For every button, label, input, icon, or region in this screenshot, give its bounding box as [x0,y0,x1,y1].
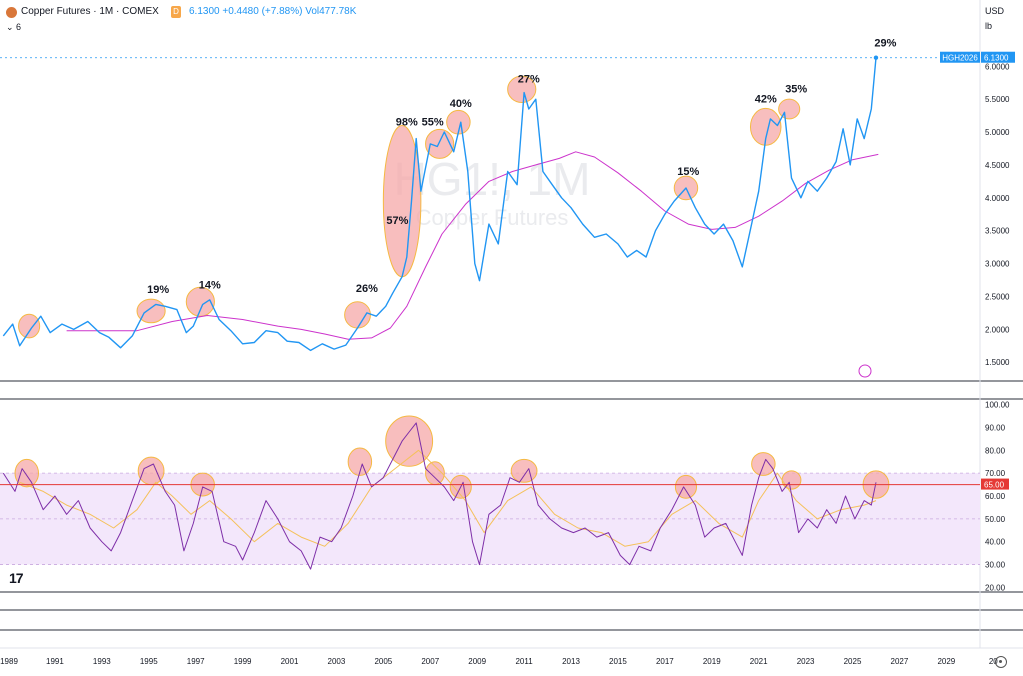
highlight-ellipse [344,301,371,329]
time-axis-label: 1997 [187,657,205,666]
time-axis-label: 2019 [703,657,721,666]
percent-annotation: 26% [356,283,378,295]
last-price-dot [873,55,879,60]
rsi-tick-label: 70.00 [985,469,1006,478]
time-axis-label: 2015 [609,657,627,666]
rsi-tick-label: 40.00 [985,538,1006,547]
currency-selector[interactable]: USD [985,6,1005,16]
rsi-tick-label: 50.00 [985,515,1006,524]
price-change: +0.4480 (+7.88%) [222,6,303,17]
rsi-tick-label: 30.00 [985,561,1006,570]
unit-selector[interactable]: lb [985,21,993,31]
watermark-name: Copper Futures [416,205,569,230]
rsi-level-tag-bg [981,478,1009,490]
percent-annotation: 14% [199,280,221,292]
price-tick-label: 1.5000 [985,358,1010,367]
time-axis-label: 1991 [46,657,64,666]
ma-line [66,151,879,340]
time-axis-label: 2017 [656,657,674,666]
percent-annotation: 15% [677,166,699,178]
percent-annotation: 55% [422,116,444,128]
last-price-tag-bg [981,51,1015,63]
delayed-badge: D [171,6,181,18]
highlight-ellipse [347,447,373,476]
ticker-tag-bg [940,51,980,63]
price-readout: 6.1300 +0.4480 (+7.88%) Vol477.78K [189,6,356,17]
time-axis-label: 1999 [234,657,252,666]
time-axis-label: 2025 [844,657,862,666]
time-axis-label: 2003 [328,657,346,666]
price-tick-label: 5.5000 [985,95,1010,104]
last-price-tag: 6.1300 [984,54,1009,63]
rsi-tick-label: 100.00 [985,401,1010,410]
percent-annotation: 57% [386,215,408,227]
time-axis-label: 2029 [937,657,955,666]
price-tick-label: 3.5000 [985,227,1010,236]
price-tick-label: 4.0000 [985,194,1010,203]
rsi-tick-label: 90.00 [985,423,1006,432]
time-axis-label: 20 [989,657,998,666]
volume-value: 477.78K [319,6,357,17]
copper-symbol-icon [6,7,17,18]
time-axis-label: 2005 [374,657,392,666]
price-tick-label: 2.0000 [985,325,1010,334]
price-tick-label: 2.5000 [985,292,1010,301]
time-axis-label: 2009 [468,657,486,666]
time-axis-label: 2013 [562,657,580,666]
rsi-tick-label: 60.00 [985,492,1006,501]
highlight-ellipse [14,458,39,488]
indicators-toggle[interactable]: ⌄ 6 [6,22,22,32]
percent-annotation: 42% [755,93,777,105]
time-axis-label: 1989 [0,657,18,666]
symbol-title[interactable]: Copper Futures · 1M · COMEX [21,6,159,17]
price-line [2,57,877,352]
time-axis-label: 1993 [93,657,111,666]
volume-label: Vol [305,6,320,17]
time-axis-label: 2011 [515,657,533,666]
highlight-ellipse [751,452,776,476]
last-price: 6.1300 [189,6,220,17]
tradingview-logo[interactable]: 17 [9,570,24,586]
settings-gear-icon[interactable] [995,656,1007,668]
time-axis-label: 2023 [797,657,815,666]
rsi-tick-label: 20.00 [985,583,1006,592]
price-tick-label: 6.0000 [985,62,1010,71]
price-tick-label: 3.0000 [985,260,1010,269]
time-axis-label: 2007 [421,657,439,666]
percent-annotation: 98% [396,116,418,128]
alert-flash-icon [858,364,872,378]
price-tick-label: 4.5000 [985,161,1010,170]
highlight-ellipse [749,107,782,146]
time-axis-label: 2001 [281,657,299,666]
percent-annotation: 29% [874,38,896,50]
percent-annotation: 19% [147,284,169,296]
percent-annotation: 40% [450,98,472,110]
ticker-tag: HGH2026 [942,54,978,63]
rsi-tick-label: 80.00 [985,446,1006,455]
percent-annotation: 27% [518,74,540,86]
indicators-count: 6 [16,22,22,32]
rsi-line [2,422,877,570]
highlight-ellipse [18,313,41,339]
legend-header: Copper Futures · 1M · COMEX D 6.1300 +0.… [0,0,980,36]
highlight-ellipse [385,415,434,467]
percent-annotation: 35% [785,84,807,96]
highlight-ellipse [781,470,802,490]
highlight-ellipse [674,474,698,499]
time-axis-label: 1995 [140,657,158,666]
time-axis-label: 2021 [750,657,768,666]
highlight-ellipse [507,75,537,103]
highlight-ellipse [510,458,538,483]
time-axis-label: 2027 [891,657,909,666]
rsi-level-tag: 65.00 [984,481,1005,490]
price-tick-label: 5.0000 [985,128,1010,137]
